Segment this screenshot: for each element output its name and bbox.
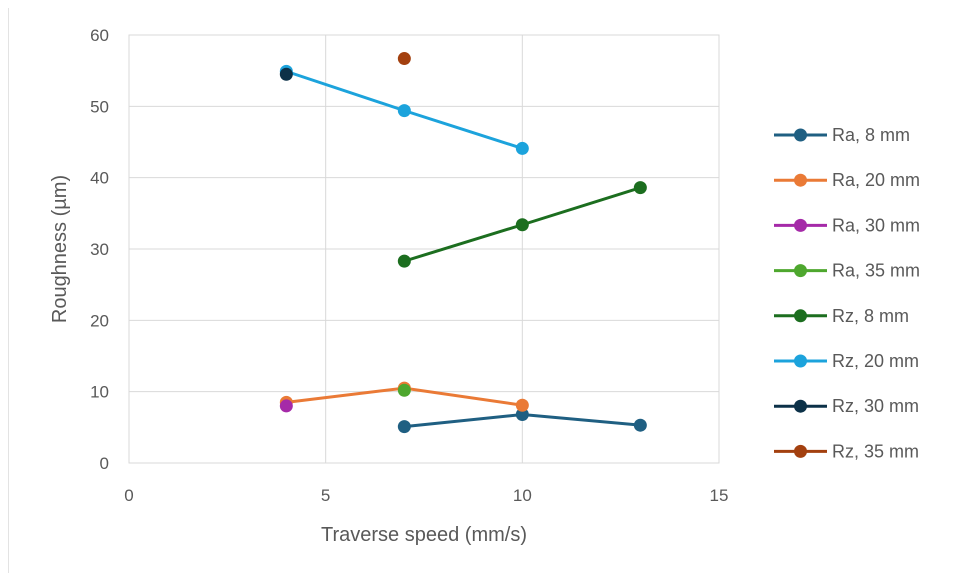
series — [279, 52, 647, 434]
legend-item: Ra, 8 mm — [774, 125, 910, 145]
x-axis-ticks: 0 5 10 15 — [124, 486, 728, 505]
grid — [128, 34, 720, 464]
x-tick-label: 5 — [321, 486, 330, 505]
legend-marker — [794, 399, 807, 413]
legend-item: Ra, 20 mm — [774, 170, 920, 190]
data-point — [515, 141, 529, 155]
y-tick-label: 20 — [90, 311, 109, 330]
data-point — [397, 383, 411, 397]
series-3 — [397, 383, 411, 397]
legend-marker — [794, 309, 807, 323]
x-axis-title: Traverse speed (mm/s) — [321, 524, 527, 546]
data-point — [397, 420, 411, 434]
plot-area-border — [128, 34, 720, 464]
series-0 — [397, 407, 647, 434]
data-point — [279, 67, 293, 81]
legend-label: Ra, 8 mm — [832, 125, 910, 145]
legend-marker — [794, 128, 807, 142]
data-point — [515, 407, 529, 421]
data-point — [633, 418, 647, 432]
data-point — [397, 104, 411, 118]
x-tick-label: 15 — [710, 486, 729, 505]
chart-area: 0 5 10 15 0 10 20 30 40 50 60 Traverse speed (mm/… — [8, 8, 954, 573]
y-tick-label: 60 — [90, 26, 109, 45]
legend-marker — [794, 264, 807, 278]
y-axis-ticks: 0 10 20 30 40 50 60 — [90, 26, 109, 473]
legend: Ra, 8 mm Ra, 20 mm Ra, 30 mm Ra, 35 mm Rz, 8… — [774, 125, 920, 461]
series-7 — [397, 52, 411, 66]
legend-label: Rz, 35 mm — [832, 441, 919, 461]
data-point — [515, 398, 529, 412]
legend-item: Rz, 35 mm — [774, 441, 919, 461]
y-tick-label: 0 — [100, 454, 109, 473]
series-6 — [279, 67, 293, 81]
series-2 — [279, 399, 293, 413]
legend-item: Rz, 30 mm — [774, 396, 919, 416]
legend-label: Ra, 20 mm — [832, 170, 920, 190]
legend-marker — [794, 354, 807, 368]
legend-label: Rz, 8 mm — [832, 306, 909, 326]
data-point — [279, 399, 293, 413]
y-axis-title: Roughness (µm) — [49, 175, 71, 323]
legend-label: Ra, 35 mm — [832, 261, 920, 281]
x-tick-label: 0 — [124, 486, 133, 505]
data-point — [633, 181, 647, 195]
y-tick-label: 50 — [90, 97, 109, 116]
data-point — [515, 218, 529, 232]
legend-item: Rz, 20 mm — [774, 351, 919, 371]
data-point — [397, 254, 411, 268]
roughness-chart: 0 5 10 15 0 10 20 30 40 50 60 Traverse speed (mm/… — [49, 26, 920, 546]
legend-marker — [794, 173, 807, 187]
legend-marker — [794, 444, 807, 458]
y-tick-label: 10 — [90, 383, 109, 402]
series-5 — [279, 64, 529, 155]
y-tick-label: 40 — [90, 169, 109, 188]
legend-item: Ra, 35 mm — [774, 261, 920, 281]
legend-marker — [794, 218, 807, 232]
legend-label: Rz, 20 mm — [832, 351, 919, 371]
legend-item: Rz, 8 mm — [774, 306, 909, 326]
legend-label: Ra, 30 mm — [832, 215, 920, 235]
legend-item: Ra, 30 mm — [774, 215, 920, 235]
series-4 — [397, 181, 647, 268]
x-tick-label: 10 — [513, 486, 532, 505]
y-tick-label: 30 — [90, 240, 109, 259]
legend-label: Rz, 30 mm — [832, 396, 919, 416]
data-point — [397, 52, 411, 66]
